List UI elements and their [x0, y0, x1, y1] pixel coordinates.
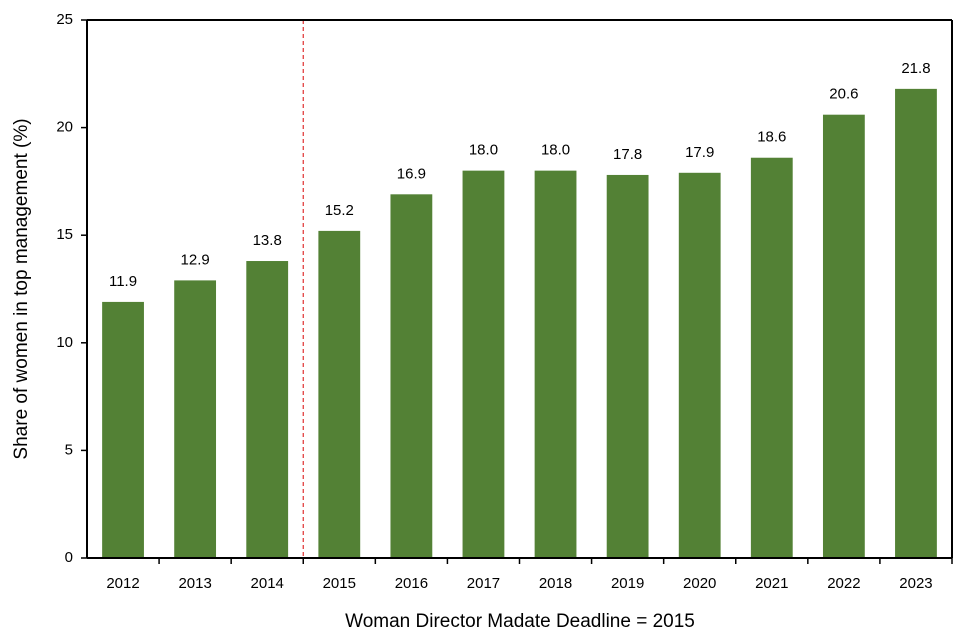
bar — [318, 230, 361, 558]
y-tick-label: 15 — [56, 226, 73, 243]
x-tick-label: 2019 — [611, 575, 644, 592]
bar — [678, 172, 721, 559]
y-tick-label: 0 — [65, 549, 73, 566]
bar — [174, 280, 217, 558]
value-label: 15.2 — [325, 202, 354, 219]
y-tick-label: 20 — [56, 119, 73, 136]
y-tick-label: 25 — [56, 11, 73, 28]
value-label: 18.0 — [469, 142, 498, 159]
x-tick-label: 2015 — [323, 575, 356, 592]
x-tick-label: 2020 — [683, 575, 716, 592]
y-tick-label: 10 — [56, 334, 73, 351]
value-label: 11.9 — [109, 273, 137, 290]
x-tick-label: 2013 — [178, 575, 211, 592]
y-tick-label: 5 — [65, 441, 73, 458]
bar — [606, 174, 649, 558]
bar — [246, 261, 289, 558]
bar — [462, 170, 505, 558]
x-tick-label: 2017 — [467, 575, 500, 592]
x-tick-label: 2022 — [827, 575, 860, 592]
value-label: 21.8 — [901, 60, 930, 77]
value-label: 16.9 — [397, 165, 426, 182]
value-label: 13.8 — [253, 232, 282, 249]
x-tick-label: 2021 — [755, 575, 788, 592]
bar — [750, 157, 793, 558]
x-tick-label: 2023 — [899, 575, 932, 592]
bar — [822, 114, 865, 559]
value-label: 20.6 — [829, 86, 858, 103]
x-tick-label: 2014 — [251, 575, 284, 592]
bar — [534, 170, 577, 558]
bar — [390, 194, 433, 558]
bar — [102, 301, 144, 558]
value-label: 18.6 — [757, 129, 786, 146]
x-axis-title: Woman Director Madate Deadline = 2015 — [345, 611, 695, 632]
value-label: 12.9 — [181, 251, 210, 268]
x-tick-label: 2018 — [539, 575, 572, 592]
x-tick-label: 2016 — [395, 575, 428, 592]
bar — [895, 88, 937, 558]
value-label: 17.8 — [613, 146, 642, 163]
x-tick-label: 2012 — [106, 575, 139, 592]
value-label: 18.0 — [541, 142, 570, 159]
y-axis-title: Share of women in top management (%) — [11, 118, 32, 459]
value-label: 17.9 — [685, 144, 714, 161]
